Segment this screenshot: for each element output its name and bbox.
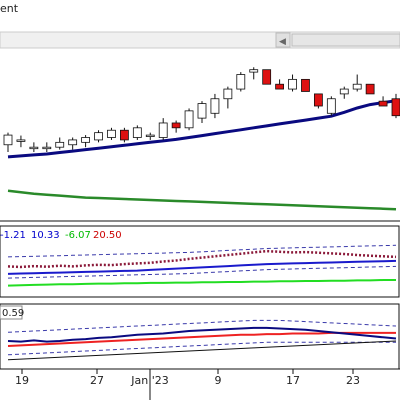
scroll-left-arrow-icon: ◀: [279, 37, 286, 47]
scrollbar-thumb[interactable]: [291, 33, 400, 47]
indicator-2-legend-box: [0, 305, 23, 320]
candle-body-down: [262, 69, 272, 85]
header-bar: [0, 0, 400, 30]
candle-body-up: [145, 134, 155, 137]
candle-body-up: [249, 69, 259, 73]
candle-body-down: [120, 129, 129, 141]
indicator-1-green-line: [7, 279, 396, 287]
candle-body-up: [288, 78, 297, 90]
candle-body-up: [3, 134, 13, 146]
candle-7: [94, 130, 103, 143]
candle-18: [236, 72, 246, 92]
indicator-2-black-line: [7, 340, 397, 361]
candle-21: [275, 79, 285, 90]
header-title-fragment: ent: [0, 2, 19, 15]
candle-13: [171, 120, 181, 133]
candle-body-down: [301, 78, 310, 92]
x-tick-label: 27: [90, 374, 104, 387]
candle-28: [365, 83, 375, 95]
indicator-1-upper-band: [7, 244, 397, 258]
candle-body-down: [391, 98, 400, 117]
candle-11: [145, 132, 155, 140]
indicator-panel-2: 0.59: [0, 303, 400, 370]
candle-body-up: [16, 139, 26, 142]
indicator-2-navy-line: [7, 326, 397, 343]
candle-29: [378, 96, 388, 107]
candle-9: [120, 127, 129, 143]
candle-body-up: [94, 132, 103, 141]
candle-body-up: [197, 103, 207, 119]
candle-body-up: [210, 98, 220, 114]
candle-body-up: [29, 146, 39, 150]
candle-19: [249, 67, 259, 80]
candle-0: [3, 132, 13, 153]
candle-10: [132, 125, 142, 140]
ma-green-line: [7, 189, 397, 211]
candle-body-up: [326, 98, 336, 114]
x-tick-label: 19: [15, 374, 29, 387]
indicator-2-upper-band: [7, 319, 397, 333]
candle-14: [184, 108, 194, 131]
candle-12: [158, 118, 168, 140]
candle-4: [55, 137, 65, 150]
candle-body-down: [275, 83, 285, 90]
candle-25: [326, 96, 336, 116]
candle-body-up: [68, 139, 78, 146]
candle-body-up: [107, 129, 116, 138]
candle-16: [210, 93, 220, 119]
candle-23: [301, 78, 310, 92]
candle-22: [288, 74, 297, 92]
candle-body-up: [184, 110, 194, 129]
indicator-2-lower-band: [7, 341, 396, 356]
candle-26: [339, 86, 349, 99]
indicator-1-value-3: -6.07: [65, 230, 91, 241]
scrollbar-left-button[interactable]: [275, 32, 291, 48]
candle-body-down: [365, 83, 375, 95]
candle-body-up: [81, 137, 90, 143]
ma-blue-line: [7, 99, 397, 159]
candle-body-up: [339, 88, 349, 95]
candle-body-up: [352, 83, 362, 90]
indicator-2-value: 0.59: [2, 308, 24, 319]
candle-body-up: [236, 74, 246, 90]
candle-1: [16, 135, 26, 148]
indicator-1-value-4: 20.50: [93, 230, 122, 241]
indicator-panel-1: -1.21 10.33 -6.07 20.50: [0, 225, 400, 298]
candle-5: [68, 137, 78, 150]
candle-body-up: [158, 122, 168, 138]
x-axis: 19 27 Jan '23 9 17 23: [0, 368, 400, 400]
indicator-1-blue-line: [7, 259, 397, 275]
x-tick-label: 17: [286, 374, 300, 387]
candle-24: [313, 93, 323, 109]
candle-body-down: [378, 100, 388, 107]
indicator-1-lower-band: [7, 265, 397, 279]
candle-body-up: [223, 88, 233, 100]
candle-body-down: [171, 122, 181, 129]
candle-17: [223, 86, 233, 109]
candle-2: [29, 142, 39, 153]
candle-3: [42, 142, 52, 153]
candle-30: [391, 93, 400, 119]
indicator-1-value-1: -1.21: [0, 230, 26, 241]
candle-body-up: [42, 146, 52, 150]
candle-body-up: [55, 141, 65, 148]
candle-6: [81, 135, 90, 148]
indicator-1-dotted-line: [7, 249, 397, 269]
candle-8: [107, 127, 116, 140]
x-tick-label: 9: [215, 374, 222, 387]
x-tick-label: 23: [346, 374, 360, 387]
candle-15: [197, 101, 207, 123]
candle-body-down: [313, 93, 323, 107]
candle-20: [262, 69, 272, 85]
candle-body-up: [132, 127, 142, 138]
price-panel: [0, 49, 400, 222]
indicator-1-value-2: 10.33: [31, 230, 60, 241]
candle-27: [352, 74, 362, 92]
